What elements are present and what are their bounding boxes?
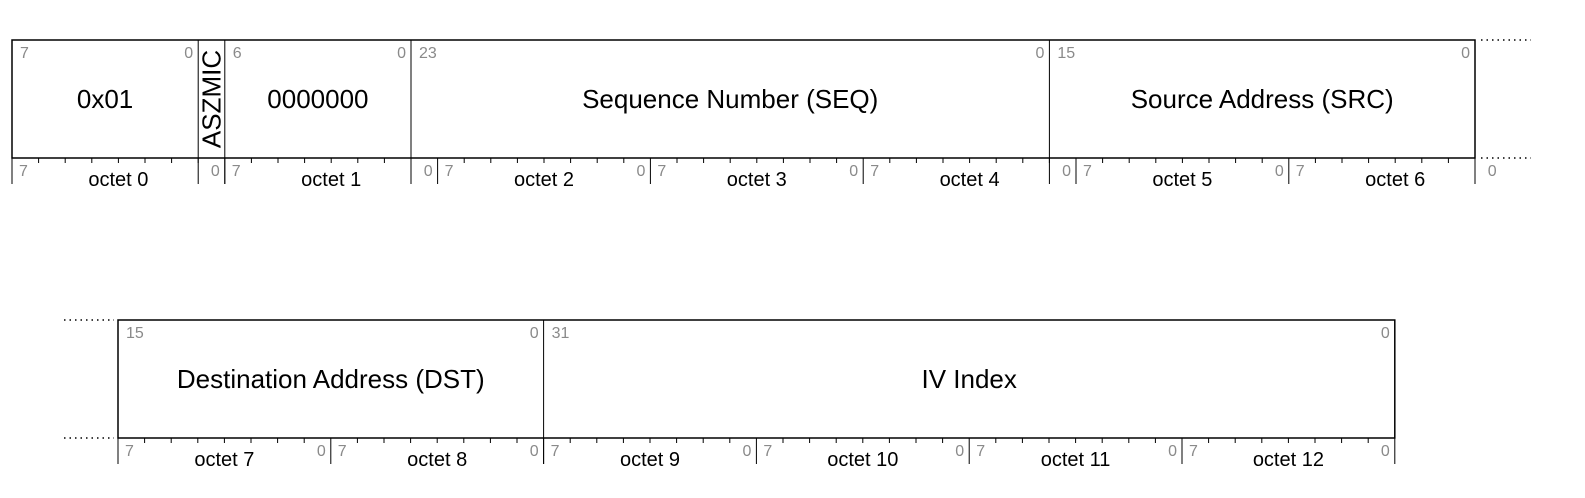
octet-label: octet 9 [620,449,680,471]
octet-bit-low: 0 [1275,163,1284,180]
octet-bit-low: 0 [1062,163,1071,180]
octet-bit-high: 7 [976,443,985,460]
octet-label: octet 4 [940,169,1000,191]
octet-bit-high: 7 [763,443,772,460]
octet-label: octet 12 [1253,449,1324,471]
field-bit-high: 31 [552,325,570,342]
field-bit-low: 0 [530,325,539,342]
field: 7 0 0x01 [20,45,193,114]
octet-bit-low: 0 [955,443,964,460]
field: 31 0 IV Index [543,320,1390,464]
field-label: IV Index [921,364,1016,394]
octet-bit-low: 0 [1168,443,1177,460]
field-label: 0x01 [77,84,133,114]
octet-label: octet 1 [301,169,361,191]
octet-bit-low: 0 [530,443,539,460]
octet-label: octet 8 [407,449,467,471]
field: 23 0 Sequence Number (SEQ) [410,40,1044,184]
octet-bit-low: 0 [849,163,858,180]
octet-bit-high: 7 [232,163,241,180]
octet: 7 0 octet 0 [11,158,220,191]
octet-bit-high: 7 [1296,163,1305,180]
field-bit-high: 15 [126,325,144,342]
octet: 7 0 octet 5 [1075,158,1284,191]
field-bit-low: 0 [1035,45,1044,62]
field-bit-low: 0 [397,45,406,62]
field-label: Destination Address (DST) [177,364,485,394]
octet-bit-low: 0 [1488,163,1497,180]
octet-label: octet 3 [727,169,787,191]
octet-label: octet 2 [514,169,574,191]
octet-bit-high: 7 [551,443,560,460]
field-bit-high: 7 [20,45,29,62]
octet-bit-high: 7 [657,163,666,180]
octet-bit-high: 7 [1083,163,1092,180]
field-bit-high: 6 [233,45,242,62]
field-bit-low: 0 [1461,45,1470,62]
octet: 7 0 octet 1 [224,158,433,191]
field: 15 0 Source Address (SRC) [1048,40,1470,184]
row-frame [11,39,1476,159]
octet-bit-high: 7 [125,443,134,460]
field-label: Sequence Number (SEQ) [582,84,878,114]
octet: 7 0 octet 9 [543,438,751,471]
octet: 7 0 octet 7 [117,438,326,471]
octet-label: octet 10 [827,449,898,471]
octet-bit-low: 0 [211,163,220,180]
octet-bit-low: 0 [742,443,751,460]
octet-bit-high: 7 [870,163,879,180]
field: 15 0 Destination Address (DST) [126,325,539,394]
octet-label: octet 5 [1152,169,1212,191]
octet-label: octet 0 [88,169,148,191]
octet: 7 0 octet 6 [1288,158,1497,191]
field-bit-high: 23 [419,45,437,62]
field-bit-high: 15 [1057,45,1075,62]
octet: 7 0 octet 3 [649,158,858,191]
field-bit-low: 0 [1381,325,1390,342]
field-bit-low: 0 [184,45,193,62]
octet-bit-high: 7 [19,163,28,180]
octet-label: octet 11 [1041,449,1111,471]
octet-bit-high: 7 [338,443,347,460]
octet: 7 0 octet 4 [862,158,1071,191]
octet: 7 0 octet 11 [968,438,1177,471]
octet-bit-low: 0 [1381,443,1390,460]
octet: 7 0 octet 2 [437,158,645,191]
octet-bit-low: 0 [636,163,645,180]
field-label: Source Address (SRC) [1131,84,1394,114]
octet-bit-high: 7 [1189,443,1198,460]
octet: 7 0 octet 8 [330,438,539,471]
octet-bit-high: 7 [445,163,454,180]
octet: 7 0 octet 10 [755,438,964,471]
field-label-vertical: ASZMIC [197,50,227,148]
octet-label: octet 6 [1365,169,1425,191]
octet-label: octet 7 [194,449,254,471]
octet-bit-low: 0 [317,443,326,460]
diagram-row-1: 15 0 Destination Address (DST) 31 0 IV Index 7… [64,319,1396,471]
octet: 7 0 octet 12 [1181,438,1390,471]
field-label: 0000000 [267,84,368,114]
octet-bit-low: 0 [424,163,433,180]
